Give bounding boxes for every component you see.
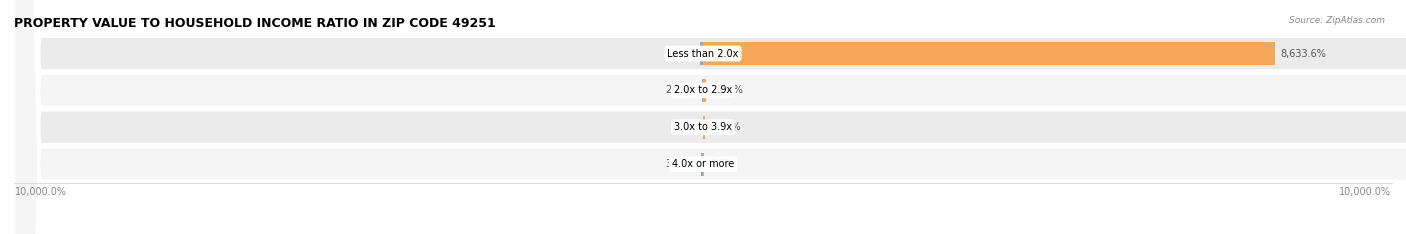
Text: 20.4%: 20.4% [665, 85, 696, 95]
Text: 31.7%: 31.7% [665, 159, 696, 169]
Text: 8,633.6%: 8,633.6% [1281, 48, 1326, 58]
Bar [700, 42, 703, 65]
FancyBboxPatch shape [14, 0, 1406, 234]
Text: 5.0%: 5.0% [673, 122, 697, 132]
Text: 52.5%: 52.5% [711, 85, 742, 95]
Bar [702, 153, 703, 176]
Text: PROPERTY VALUE TO HOUSEHOLD INCOME RATIO IN ZIP CODE 49251: PROPERTY VALUE TO HOUSEHOLD INCOME RATIO… [14, 17, 496, 30]
Bar [703, 116, 704, 139]
Text: Source: ZipAtlas.com: Source: ZipAtlas.com [1289, 16, 1385, 25]
FancyBboxPatch shape [14, 0, 1406, 234]
Bar [703, 79, 706, 102]
FancyBboxPatch shape [14, 0, 1406, 234]
Text: 7.8%: 7.8% [709, 159, 734, 169]
FancyBboxPatch shape [14, 0, 1406, 234]
Text: 3.0x to 3.9x: 3.0x to 3.9x [673, 122, 733, 132]
Text: 43.0%: 43.0% [665, 48, 695, 58]
Text: 4.0x or more: 4.0x or more [672, 159, 734, 169]
Text: 29.9%: 29.9% [710, 122, 741, 132]
Text: 2.0x to 2.9x: 2.0x to 2.9x [673, 85, 733, 95]
Text: Less than 2.0x: Less than 2.0x [668, 48, 738, 58]
Bar [703, 42, 1275, 65]
